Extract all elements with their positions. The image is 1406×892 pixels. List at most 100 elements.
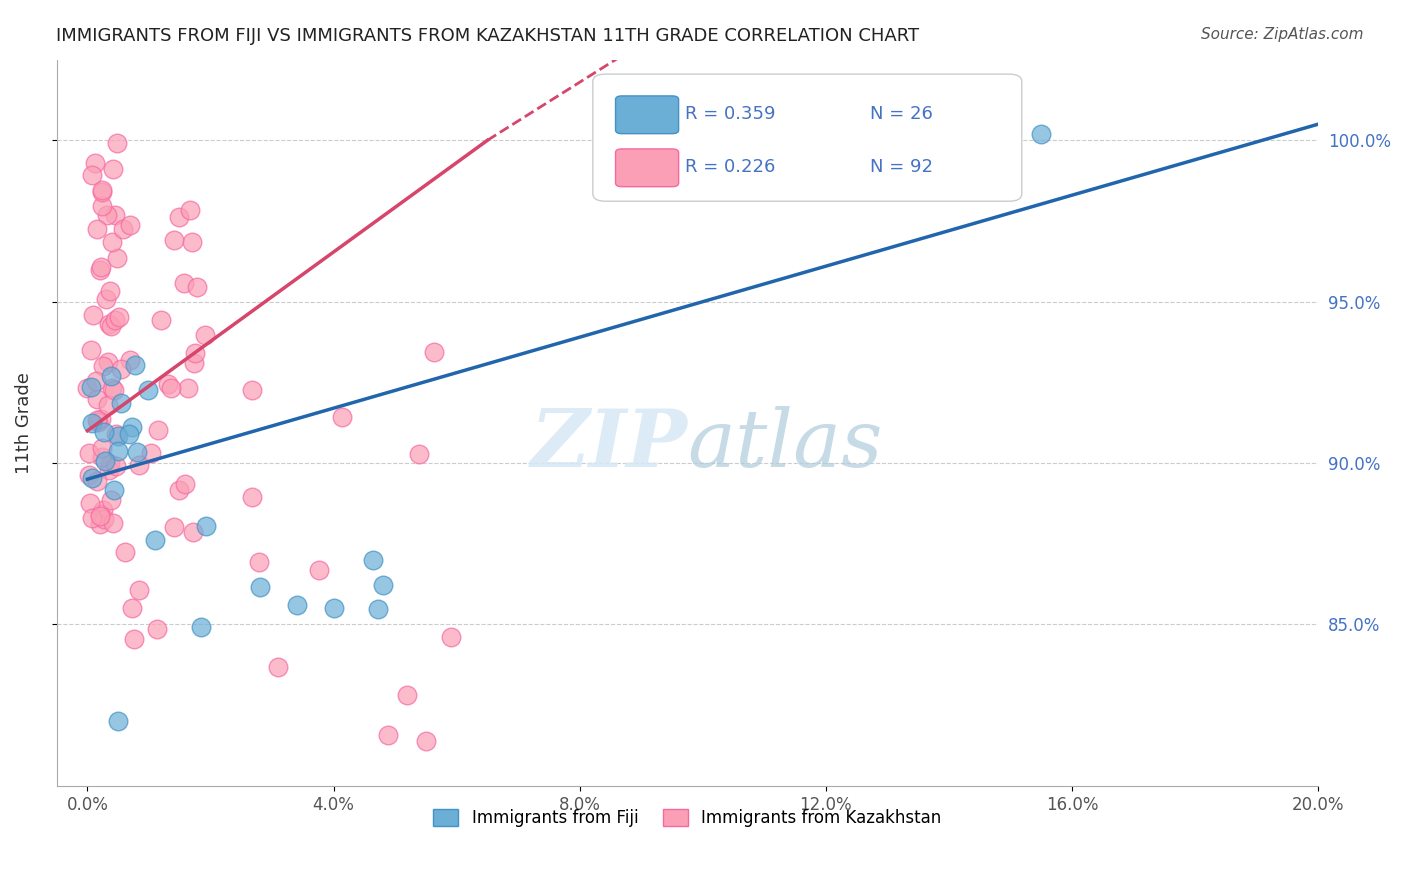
- Point: [77, 446, 100, 460]
- Point: [124, 358, 146, 372]
- Y-axis label: 11th Grade: 11th Grade: [15, 372, 32, 474]
- Point: [423, 345, 446, 359]
- Point: [86, 222, 108, 236]
- Point: [122, 632, 145, 646]
- Point: [80, 416, 103, 430]
- Point: [105, 427, 128, 442]
- Text: IMMIGRANTS FROM FIJI VS IMMIGRANTS FROM KAZAKHSTAN 11TH GRADE CORRELATION CHART: IMMIGRANTS FROM FIJI VS IMMIGRANTS FROM …: [56, 27, 920, 45]
- Point: [80, 511, 103, 525]
- Point: [86, 474, 108, 488]
- Point: [90, 199, 112, 213]
- Point: [107, 444, 129, 458]
- Point: [371, 578, 394, 592]
- Point: [86, 413, 108, 427]
- Point: [93, 359, 115, 373]
- Point: [118, 353, 141, 368]
- Text: R = 0.359: R = 0.359: [685, 105, 776, 123]
- Point: [162, 233, 184, 247]
- Point: [96, 208, 118, 222]
- Point: [100, 318, 122, 333]
- Point: [125, 445, 148, 459]
- Point: [174, 476, 197, 491]
- Point: [139, 446, 162, 460]
- Point: [90, 450, 112, 465]
- Point: [1031, 127, 1053, 141]
- Point: [183, 346, 205, 360]
- Point: [322, 601, 344, 615]
- Point: [97, 355, 120, 369]
- Point: [395, 688, 418, 702]
- Point: [179, 202, 201, 217]
- Point: [84, 374, 107, 388]
- Point: [186, 279, 208, 293]
- Text: ZIP: ZIP: [530, 406, 688, 483]
- Point: [94, 454, 117, 468]
- Point: [80, 471, 103, 485]
- Point: [103, 161, 125, 176]
- Point: [87, 416, 110, 430]
- Point: [121, 420, 143, 434]
- Point: [91, 441, 114, 455]
- Point: [167, 210, 190, 224]
- Point: [136, 384, 159, 398]
- Point: [97, 398, 120, 412]
- Point: [190, 619, 212, 633]
- Point: [89, 507, 111, 521]
- Point: [107, 714, 129, 729]
- Point: [89, 508, 111, 523]
- Point: [110, 396, 132, 410]
- Point: [415, 734, 437, 748]
- Point: [367, 602, 389, 616]
- Point: [89, 411, 111, 425]
- Point: [89, 517, 111, 532]
- Point: [249, 580, 271, 594]
- Point: [103, 483, 125, 497]
- Point: [77, 468, 100, 483]
- Text: atlas: atlas: [688, 406, 883, 483]
- Point: [83, 156, 105, 170]
- Point: [86, 392, 108, 407]
- FancyBboxPatch shape: [616, 96, 679, 134]
- FancyBboxPatch shape: [616, 149, 679, 186]
- Point: [80, 380, 103, 394]
- Point: [408, 447, 430, 461]
- Point: [157, 376, 180, 391]
- Point: [308, 564, 330, 578]
- Point: [98, 285, 121, 299]
- Point: [118, 427, 141, 442]
- Point: [143, 533, 166, 548]
- Point: [160, 381, 183, 395]
- Point: [180, 235, 202, 249]
- Point: [173, 276, 195, 290]
- Point: [94, 292, 117, 306]
- Point: [97, 318, 120, 332]
- Point: [105, 251, 128, 265]
- Point: [100, 492, 122, 507]
- Point: [285, 599, 308, 613]
- Point: [194, 519, 217, 533]
- Point: [98, 457, 121, 471]
- Point: [240, 490, 263, 504]
- Point: [439, 630, 461, 644]
- Point: [101, 381, 124, 395]
- Point: [149, 313, 172, 327]
- FancyBboxPatch shape: [593, 74, 1022, 202]
- Point: [194, 328, 217, 343]
- Point: [177, 380, 200, 394]
- Point: [121, 601, 143, 615]
- Text: Source: ZipAtlas.com: Source: ZipAtlas.com: [1201, 27, 1364, 42]
- Point: [167, 483, 190, 497]
- Text: N = 26: N = 26: [870, 105, 934, 123]
- Point: [377, 728, 399, 742]
- Point: [103, 516, 125, 531]
- Point: [105, 136, 128, 151]
- Point: [80, 343, 103, 357]
- Point: [108, 310, 131, 324]
- Point: [103, 384, 125, 398]
- Point: [79, 496, 101, 510]
- Point: [146, 423, 169, 437]
- Point: [330, 410, 353, 425]
- Legend: Immigrants from Fiji, Immigrants from Kazakhstan: Immigrants from Fiji, Immigrants from Ka…: [425, 801, 950, 836]
- Point: [112, 222, 135, 236]
- Point: [98, 463, 121, 477]
